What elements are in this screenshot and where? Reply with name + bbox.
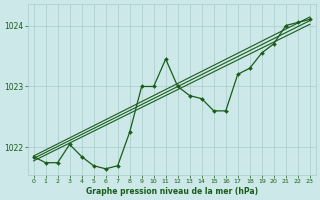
X-axis label: Graphe pression niveau de la mer (hPa): Graphe pression niveau de la mer (hPa) (86, 187, 258, 196)
